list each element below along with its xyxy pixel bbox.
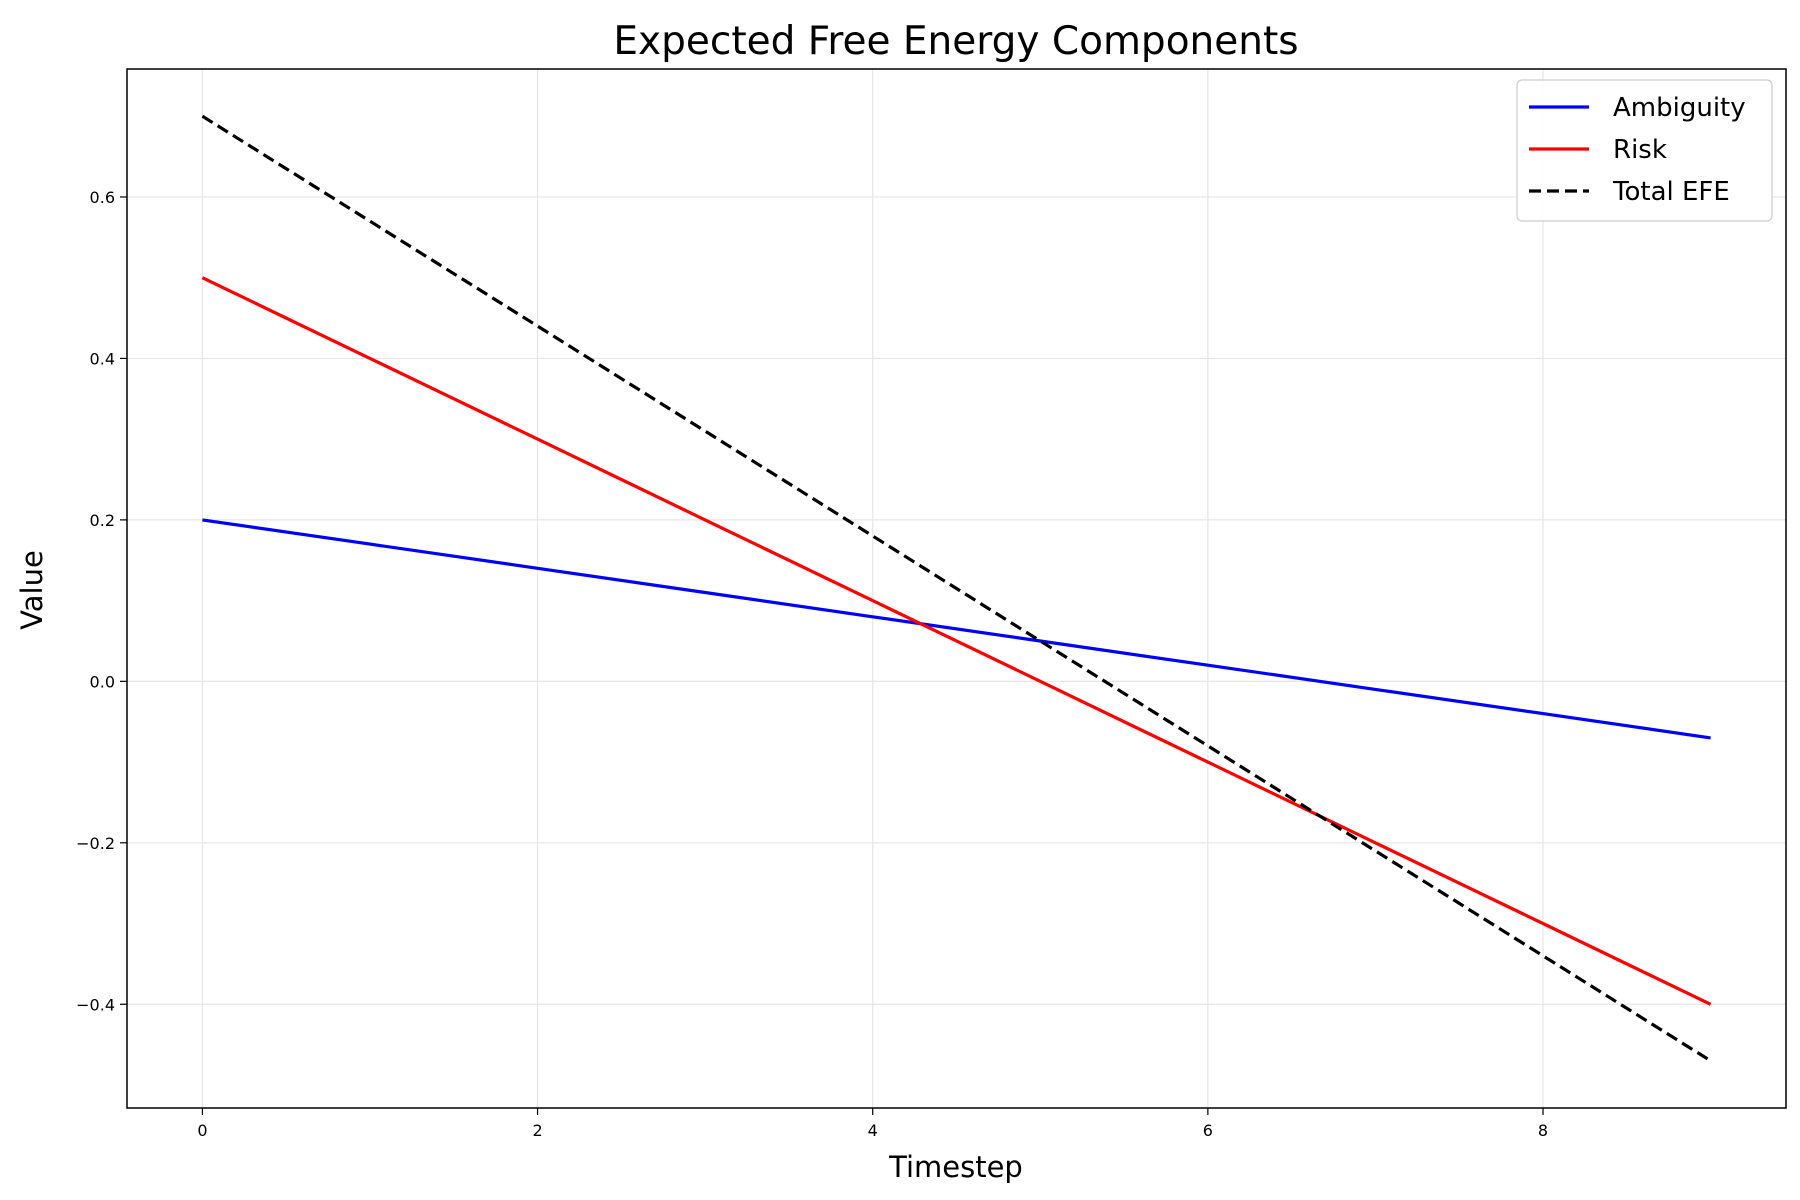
series-line-risk <box>201 276 1712 1006</box>
legend-label: Risk <box>1613 135 1667 165</box>
grid <box>127 69 1786 1108</box>
x-tick-label: 2 <box>532 1121 542 1140</box>
x-tick-label: 4 <box>868 1121 878 1140</box>
x-tick-label: 8 <box>1538 1121 1548 1140</box>
x-tick-label: 6 <box>1203 1121 1213 1140</box>
x-axis: 0 2 4 6 8 <box>197 1108 1548 1140</box>
legend-box <box>1516 79 1773 222</box>
series-line-ambiguity <box>202 518 1711 740</box>
x-tick-label: 0 <box>197 1121 207 1140</box>
chart-title: Expected Free Energy Components <box>613 19 1298 64</box>
x-axis-title: Timestep <box>888 1150 1023 1184</box>
y-tick-label: 0.6 <box>90 188 115 207</box>
legend: Ambiguity Risk Total EFE <box>1516 79 1773 222</box>
series-layer <box>201 114 1712 1063</box>
plot-frame <box>126 68 1787 1109</box>
legend-label: Ambiguity <box>1613 93 1746 123</box>
y-axis-title: Value <box>15 550 49 630</box>
series-line-total-efe <box>201 114 1712 1063</box>
y-tick-label: −0.4 <box>76 995 115 1014</box>
y-tick-label: 0.4 <box>90 349 115 368</box>
y-tick-label: −0.2 <box>76 834 115 853</box>
legend-label: Total EFE <box>1612 177 1730 207</box>
y-axis: −0.4 −0.2 0.0 0.2 0.4 0.6 <box>76 188 127 1014</box>
y-tick-label: 0.0 <box>90 672 115 691</box>
y-tick-label: 0.2 <box>90 511 115 530</box>
